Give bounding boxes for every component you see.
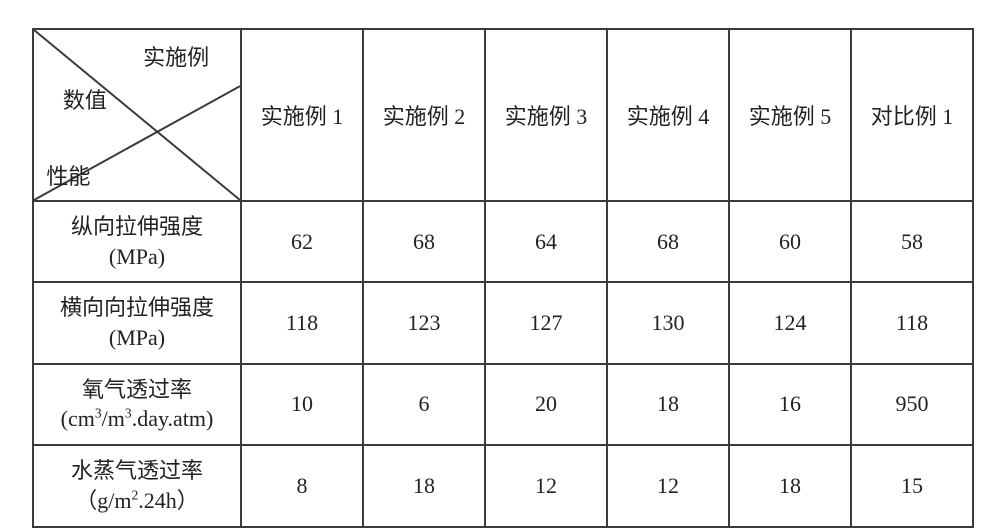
column-header: 实施例 5 xyxy=(729,29,851,201)
diag-label-middle-left: 数值 xyxy=(63,90,107,112)
diag-label-bottom-left: 性能 xyxy=(46,166,90,188)
data-cell: 20 xyxy=(485,364,607,445)
data-cell: 118 xyxy=(241,282,363,363)
data-cell: 16 xyxy=(729,364,851,445)
table-row: 水蒸气透过率（g/m2.24h） 8 18 12 12 18 15 xyxy=(33,445,973,526)
data-cell: 130 xyxy=(607,282,729,363)
column-header: 实施例 2 xyxy=(363,29,485,201)
data-cell: 64 xyxy=(485,201,607,282)
data-cell: 12 xyxy=(607,445,729,526)
column-header: 实施例 4 xyxy=(607,29,729,201)
table-header-row: 实施例 数值 性能 实施例 1 实施例 2 实施例 3 实施例 4 实施例 5 … xyxy=(33,29,973,201)
data-cell: 10 xyxy=(241,364,363,445)
row-label: 横向向拉伸强度(MPa) xyxy=(33,282,241,363)
row-label: 氧气透过率(cm3/m3.day.atm) xyxy=(33,364,241,445)
data-cell: 123 xyxy=(363,282,485,363)
data-cell: 18 xyxy=(607,364,729,445)
data-cell: 15 xyxy=(851,445,973,526)
data-cell: 18 xyxy=(363,445,485,526)
data-table-container: 实施例 数值 性能 实施例 1 实施例 2 实施例 3 实施例 4 实施例 5 … xyxy=(32,28,972,528)
data-cell: 68 xyxy=(607,201,729,282)
diagonal-header-cell: 实施例 数值 性能 xyxy=(33,29,241,201)
data-cell: 6 xyxy=(363,364,485,445)
data-table: 实施例 数值 性能 实施例 1 实施例 2 实施例 3 实施例 4 实施例 5 … xyxy=(32,28,974,528)
data-cell: 58 xyxy=(851,201,973,282)
data-cell: 950 xyxy=(851,364,973,445)
data-cell: 60 xyxy=(729,201,851,282)
column-header: 对比例 1 xyxy=(851,29,973,201)
table-row: 氧气透过率(cm3/m3.day.atm) 10 6 20 18 16 950 xyxy=(33,364,973,445)
table-row: 纵向拉伸强度(MPa) 62 68 64 68 60 58 xyxy=(33,201,973,282)
data-cell: 8 xyxy=(241,445,363,526)
diag-label-top-right: 实施例 xyxy=(143,47,209,69)
data-cell: 127 xyxy=(485,282,607,363)
data-cell: 62 xyxy=(241,201,363,282)
data-cell: 18 xyxy=(729,445,851,526)
data-cell: 68 xyxy=(363,201,485,282)
data-cell: 12 xyxy=(485,445,607,526)
table-row: 横向向拉伸强度(MPa) 118 123 127 130 124 118 xyxy=(33,282,973,363)
column-header: 实施例 1 xyxy=(241,29,363,201)
row-label: 纵向拉伸强度(MPa) xyxy=(33,201,241,282)
row-label: 水蒸气透过率（g/m2.24h） xyxy=(33,445,241,526)
column-header: 实施例 3 xyxy=(485,29,607,201)
data-cell: 118 xyxy=(851,282,973,363)
data-cell: 124 xyxy=(729,282,851,363)
